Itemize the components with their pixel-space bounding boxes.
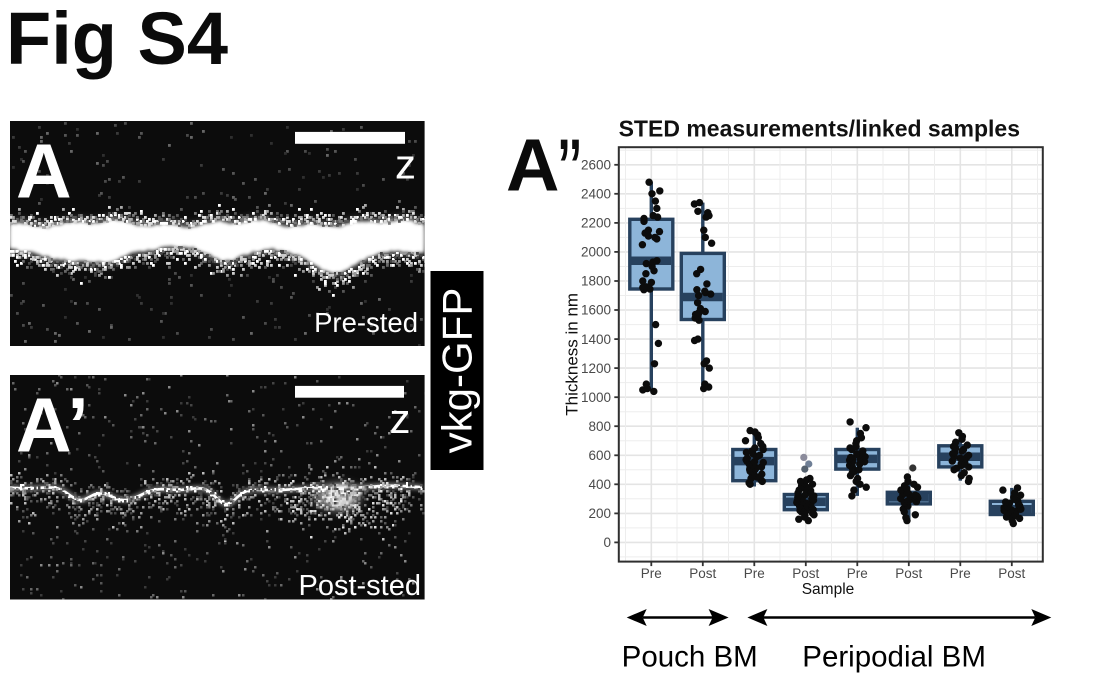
svg-text:Pouch BM: Pouch BM: [622, 641, 758, 674]
svg-text:A’: A’: [16, 383, 89, 469]
svg-text:2600: 2600: [581, 158, 611, 173]
svg-text:200: 200: [588, 506, 611, 521]
svg-text:Pre: Pre: [641, 566, 662, 581]
svg-text:STED measurements/linked sampl: STED measurements/linked samples: [619, 116, 1020, 142]
svg-text:Post: Post: [895, 566, 922, 581]
svg-text:A: A: [506, 124, 559, 207]
svg-text:z: z: [395, 141, 416, 188]
svg-text:Post: Post: [998, 566, 1025, 581]
svg-text:2400: 2400: [581, 187, 611, 202]
svg-text:vkg-GFP: vkg-GFP: [434, 288, 481, 454]
svg-text:Fig S4: Fig S4: [6, 0, 228, 80]
svg-text:2200: 2200: [581, 216, 611, 231]
svg-text:1000: 1000: [581, 390, 611, 405]
svg-text:1400: 1400: [581, 332, 611, 347]
svg-text:Sample: Sample: [802, 581, 855, 598]
svg-text:1200: 1200: [581, 361, 611, 376]
svg-text:2000: 2000: [581, 245, 611, 260]
svg-text:600: 600: [588, 448, 611, 463]
svg-text:Peripodial BM: Peripodial BM: [802, 641, 986, 674]
svg-text:Pre: Pre: [744, 566, 765, 581]
svg-text:Pre: Pre: [950, 566, 971, 581]
svg-text:0: 0: [603, 535, 611, 550]
svg-text:Pre: Pre: [847, 566, 868, 581]
svg-text:Post-sted: Post-sted: [299, 570, 422, 602]
svg-text:800: 800: [588, 419, 611, 434]
svg-text:Thickness in nm: Thickness in nm: [563, 293, 582, 416]
svg-text:Post: Post: [792, 566, 819, 581]
svg-text:A: A: [16, 129, 72, 215]
svg-text:1600: 1600: [581, 303, 611, 318]
svg-text:400: 400: [588, 477, 611, 492]
svg-text:Post: Post: [689, 566, 716, 581]
svg-text:z: z: [390, 395, 411, 442]
svg-text:’’: ’’: [558, 125, 583, 207]
svg-text:Pre-sted: Pre-sted: [314, 307, 418, 338]
svg-text:1800: 1800: [581, 274, 611, 289]
